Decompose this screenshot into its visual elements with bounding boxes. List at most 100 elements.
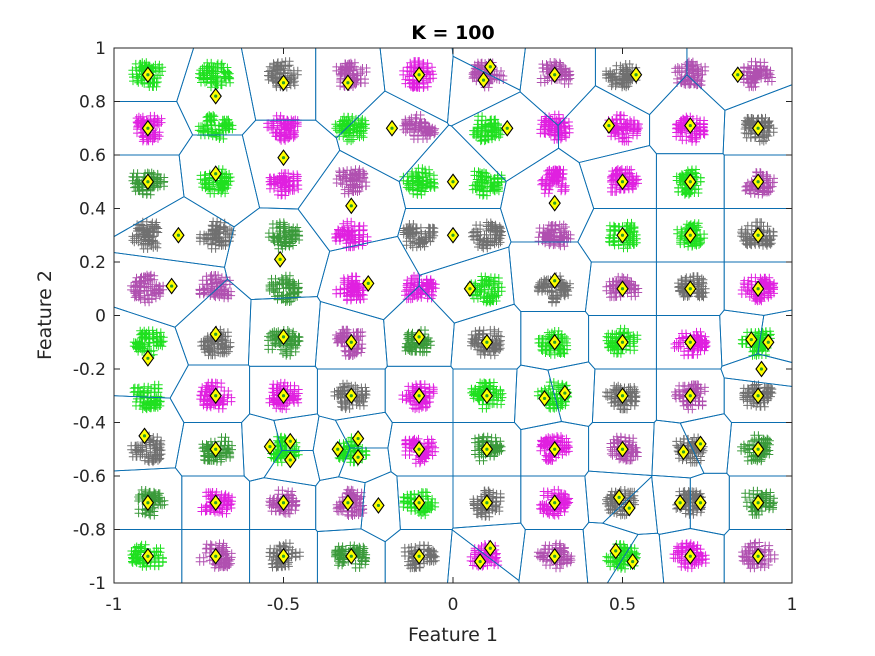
centroid-dot <box>634 73 638 77</box>
centroid-marker <box>616 226 629 244</box>
cluster-points <box>332 165 371 198</box>
centroid-dot <box>485 447 489 451</box>
centroid-marker <box>172 226 185 244</box>
centroid-dot <box>281 501 286 505</box>
centroid-marker <box>165 277 178 295</box>
y-tick-label: -0.8 <box>73 521 106 541</box>
centroid-dot <box>553 501 557 505</box>
centroid-dot <box>170 284 174 288</box>
centroid-marker <box>612 488 626 506</box>
centroid-marker <box>684 333 697 351</box>
centroid-dot <box>736 73 740 77</box>
cluster-points <box>739 57 776 92</box>
cluster-glyphs <box>739 380 777 411</box>
centroid-dot <box>346 81 350 85</box>
chart-title: K = 100 <box>411 22 495 44</box>
y-tick-label: -0.2 <box>73 360 106 380</box>
y-tick-label: 0.6 <box>79 146 106 166</box>
centroid-marker <box>480 387 494 405</box>
centroid-dot <box>614 549 618 553</box>
cluster-glyphs <box>534 220 575 251</box>
y-axis-ticks: -1 -0.8 -0.6 -0.4 -0.2 0 0.2 0.4 0.6 0.8 1 <box>73 39 792 594</box>
centroid-marker <box>538 389 551 407</box>
centroid-marker <box>751 387 765 405</box>
centroid-marker <box>273 250 287 268</box>
cluster-points <box>128 217 163 253</box>
centroid-marker <box>684 117 697 135</box>
cluster-glyphs <box>195 58 235 92</box>
centroid-dot <box>481 78 486 82</box>
centroid-dot <box>627 506 631 510</box>
centroid-marker <box>284 451 297 469</box>
cluster-glyphs <box>264 218 304 253</box>
centroid-dot <box>146 126 150 130</box>
cluster-points <box>469 112 505 146</box>
centroid-dot <box>478 560 482 564</box>
centroid-dot <box>553 201 557 205</box>
centroid-marker <box>484 58 497 76</box>
cluster-points <box>127 270 168 307</box>
centroid-dot <box>214 554 218 558</box>
cluster-points <box>196 165 235 198</box>
cluster-glyphs <box>331 541 371 572</box>
centroid-dot <box>417 447 421 451</box>
centroid-dot <box>756 180 760 184</box>
centroid-marker <box>345 547 358 565</box>
centroid-dot <box>681 450 686 454</box>
centroid-dot <box>617 495 621 499</box>
centroid-dot <box>688 180 692 184</box>
centroid-marker <box>277 149 290 167</box>
centroid-marker <box>480 440 494 458</box>
centroid-dot <box>417 335 421 339</box>
centroid-marker <box>412 387 426 405</box>
cluster-points <box>533 272 574 307</box>
centroid-dot <box>214 501 218 505</box>
cluster-points <box>607 165 642 196</box>
y-tick-label: 0.4 <box>79 200 106 220</box>
centroid-dot <box>176 233 181 237</box>
centroid-marker <box>694 435 707 453</box>
centroid-marker <box>616 333 629 351</box>
cluster-points <box>265 271 303 306</box>
cluster-points <box>467 325 505 360</box>
cluster-glyphs <box>537 165 570 198</box>
cluster-glyphs <box>399 111 440 144</box>
cluster-points <box>604 111 643 146</box>
cluster-glyphs <box>399 220 439 252</box>
centroid-marker <box>751 440 765 458</box>
cluster-glyphs <box>399 164 439 199</box>
centroid-marker <box>694 494 707 512</box>
centroid-dot <box>688 394 692 398</box>
centroid-marker <box>684 173 697 191</box>
cluster-points <box>331 217 372 252</box>
centroid-dot <box>214 332 218 336</box>
centroid-marker <box>684 226 697 244</box>
centroid-dot <box>488 546 492 550</box>
centroid-dot <box>417 394 421 398</box>
x-axis-ticks: -1 -0.5 0 0.5 1 <box>106 48 797 615</box>
centroid-marker <box>677 443 690 461</box>
centroid-dot <box>756 233 760 237</box>
centroid-marker <box>412 440 426 458</box>
y-tick-label: 0 <box>95 307 106 327</box>
centroid-dot <box>688 287 692 291</box>
cluster-points <box>537 165 570 198</box>
centroid-marker <box>263 438 277 456</box>
centroid-dot <box>607 123 611 128</box>
plot-area <box>114 48 792 583</box>
centroid-dot <box>417 501 421 505</box>
centroid-dot <box>146 180 150 184</box>
centroid-marker <box>558 384 572 402</box>
centroid-marker <box>362 274 375 292</box>
centroid-dot <box>451 180 455 184</box>
centroid-marker <box>477 71 490 89</box>
centroid-dot <box>698 501 703 505</box>
cluster-glyphs <box>129 326 168 360</box>
centroid-dot <box>542 396 547 401</box>
centroid-dot <box>268 444 272 449</box>
centroid-marker <box>480 333 494 351</box>
centroid-marker <box>345 387 358 405</box>
cluster-glyphs <box>602 381 641 414</box>
centroid-marker <box>141 494 155 512</box>
